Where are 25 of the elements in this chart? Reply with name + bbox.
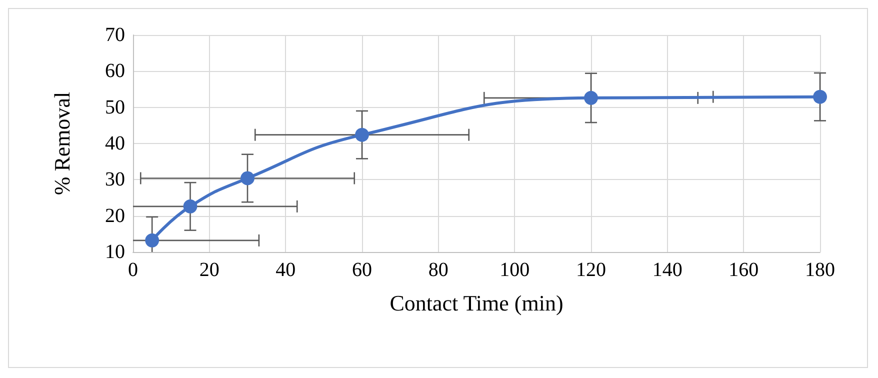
x-tick-label: 0	[128, 259, 138, 281]
y-tick-label: 60	[105, 60, 125, 82]
x-tick-label: 120	[576, 259, 606, 281]
y-tick-label: 30	[105, 168, 125, 191]
point	[145, 233, 160, 248]
point	[240, 171, 254, 186]
y-tick-label: 70	[105, 24, 125, 46]
point	[584, 90, 598, 105]
x-tick-label: 140	[652, 259, 682, 281]
point	[813, 90, 827, 104]
x-tick-label: 60	[352, 259, 372, 281]
x-tick-label: 40	[276, 259, 296, 281]
x-axis-title: Contact Time (min)	[390, 290, 564, 316]
y-tick-label: 20	[105, 204, 125, 227]
y-tick-label: 10	[105, 241, 125, 263]
x-tick-label: 180	[805, 259, 835, 281]
point	[355, 128, 369, 142]
x-tick-label: 100	[500, 259, 530, 281]
x-tick-label: 80	[428, 259, 448, 281]
y-axis-title: % Removal	[50, 92, 74, 196]
x-tick-label: 20	[199, 259, 220, 281]
y-tick-label: 50	[105, 96, 125, 118]
y-tick-label: 40	[105, 132, 125, 154]
point	[183, 199, 198, 214]
x-tick-label: 160	[728, 259, 759, 281]
